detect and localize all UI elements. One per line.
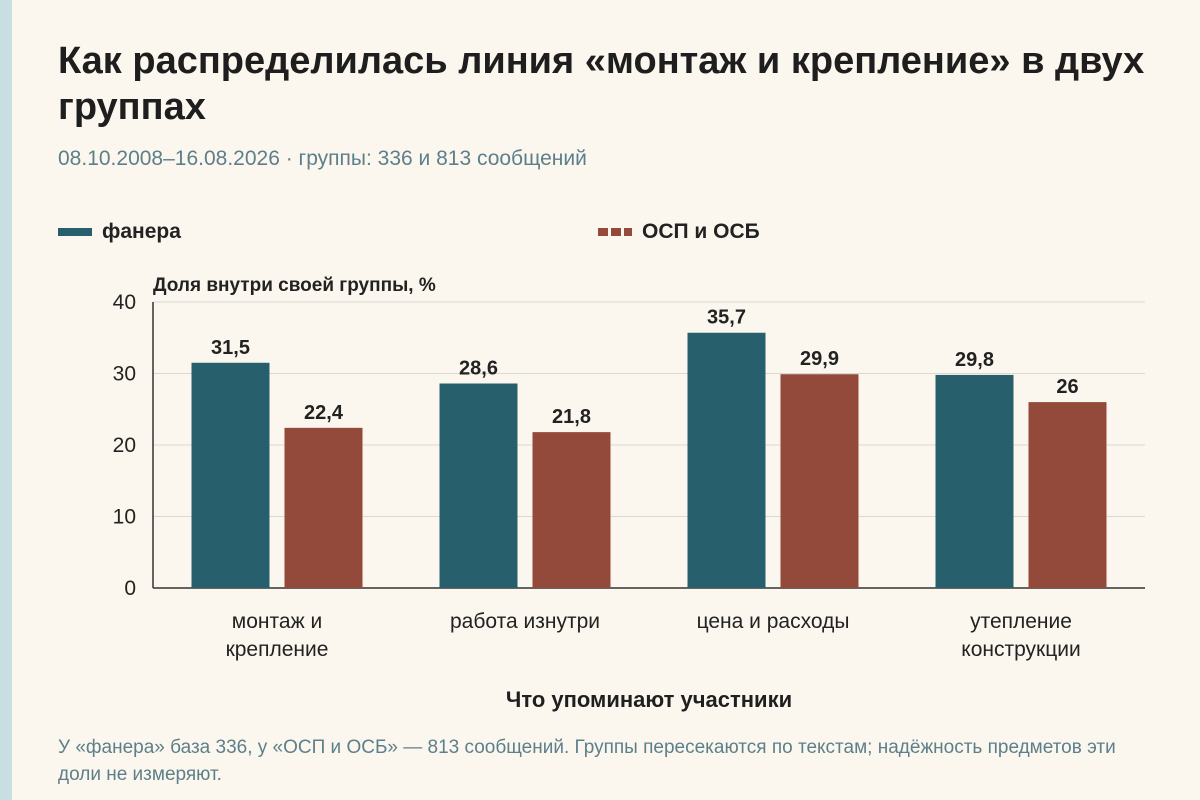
y-tick-label: 30 <box>113 363 136 386</box>
y-tick-label: 40 <box>113 291 136 314</box>
data-label: 35,7 <box>707 307 746 329</box>
side-accent-strip <box>0 0 12 800</box>
bar-2-2 <box>532 432 611 588</box>
bar-2-3 <box>780 374 859 588</box>
bar-1-4 <box>935 374 1014 588</box>
x-tick-label: конструкции <box>961 638 1080 661</box>
y-axis-label: Доля внутри своей группы, % <box>153 275 436 296</box>
legend-item-series-1: фанера <box>58 220 181 244</box>
data-label: 22,4 <box>304 402 344 424</box>
footnote: У «фанера» база 336, у «ОСП и ОСБ» — 813… <box>58 737 1116 785</box>
y-tick-label: 0 <box>124 577 136 600</box>
bar-1-1 <box>191 362 270 588</box>
chart-subtitle: 08.10.2008–16.08.2026 · группы: 336 и 81… <box>58 147 587 170</box>
data-label: 29,8 <box>955 349 994 371</box>
data-label: 28,6 <box>459 358 498 380</box>
legend-swatch-series-1 <box>58 228 92 236</box>
x-tick-label: монтаж и <box>232 610 322 633</box>
legend-label-series-1: фанера <box>102 220 181 243</box>
x-tick-label: цена и расходы <box>697 610 850 633</box>
bar-1-2 <box>439 383 518 588</box>
x-tick-label: работа изнутри <box>450 610 600 633</box>
x-tick-label: крепление <box>226 638 329 661</box>
data-label: 21,8 <box>552 406 591 428</box>
legend-item-series-2: ОСП и ОСБ <box>598 220 760 244</box>
y-tick-label: 10 <box>113 506 136 529</box>
data-label: 29,9 <box>800 348 839 370</box>
data-label: 26 <box>1056 376 1078 398</box>
legend-swatch-series-2 <box>598 228 632 236</box>
chart-title: Как распределилась линия «монтаж и крепл… <box>58 40 1145 128</box>
legend-label-series-2: ОСП и ОСБ <box>642 220 760 243</box>
x-tick-label: утепление <box>970 610 1072 633</box>
bar-1-3 <box>687 332 766 588</box>
bar-2-1 <box>284 427 363 588</box>
bar-2-4 <box>1028 402 1107 588</box>
y-tick-label: 20 <box>113 434 136 457</box>
data-label: 31,5 <box>211 337 250 359</box>
x-axis-label: Что упоминают участники <box>506 687 792 712</box>
